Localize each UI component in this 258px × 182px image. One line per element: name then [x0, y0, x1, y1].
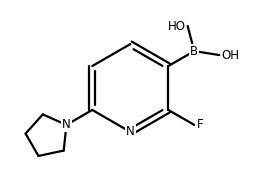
Text: N: N — [62, 118, 71, 131]
Text: N: N — [126, 125, 135, 139]
Text: B: B — [190, 45, 198, 58]
Text: F: F — [196, 118, 203, 131]
Text: HO: HO — [167, 19, 186, 33]
Text: OH: OH — [221, 49, 239, 62]
